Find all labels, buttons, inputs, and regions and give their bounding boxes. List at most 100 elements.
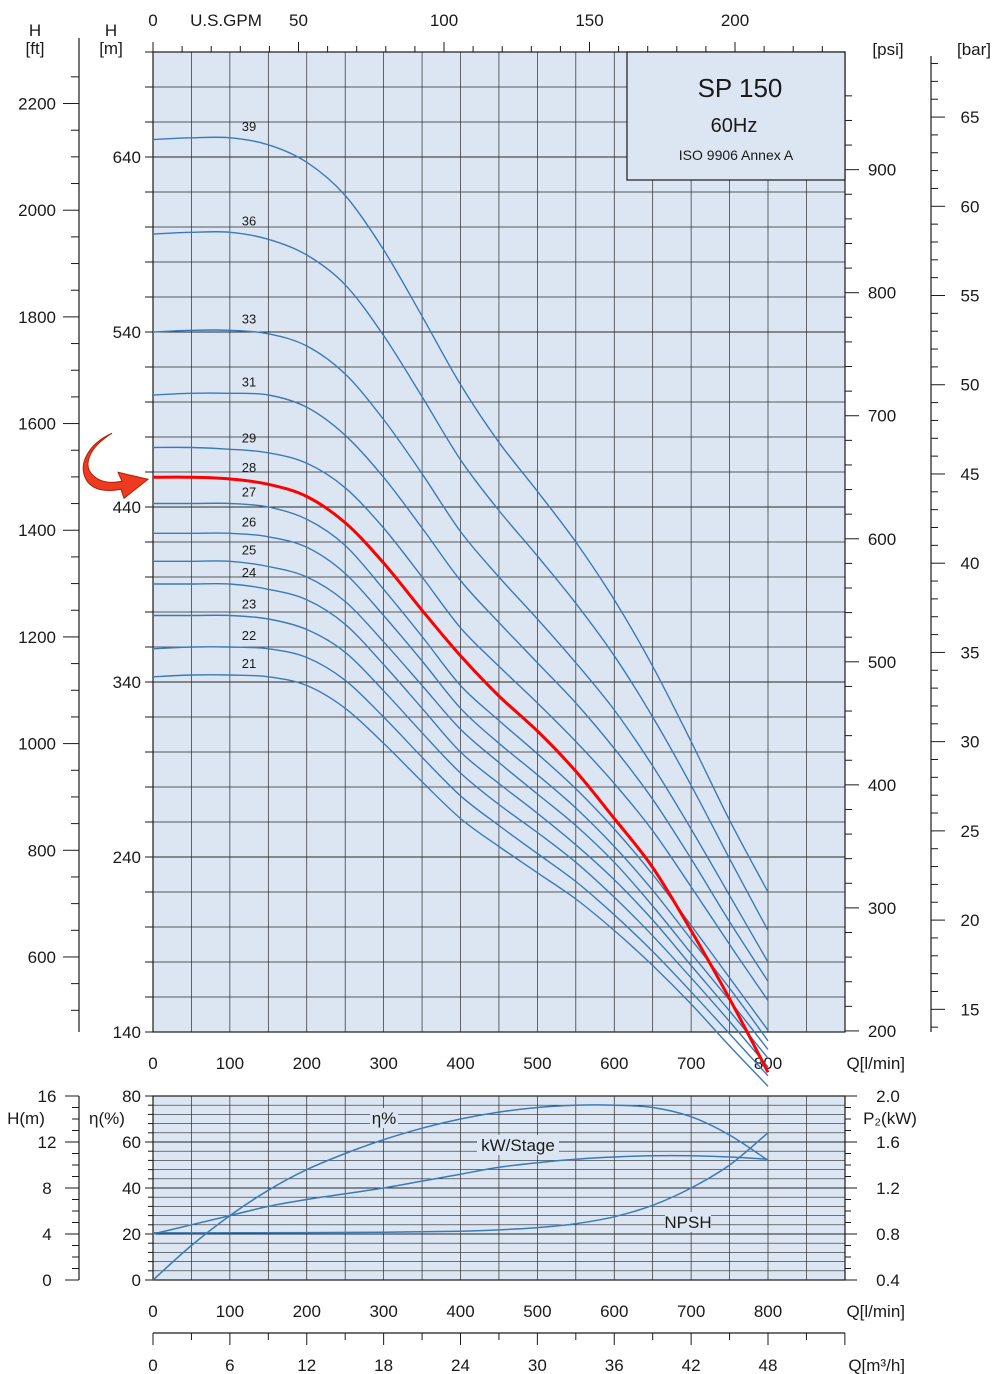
ft-tick-label: 1800 <box>18 308 56 327</box>
lower-curve-NPSH <box>152 1132 769 1234</box>
p2-tick-label: 0.8 <box>876 1225 900 1244</box>
psi-tick-label: 200 <box>868 1022 896 1041</box>
m3h-tick-label: 42 <box>682 1356 701 1374</box>
x-tick-label: 100 <box>216 1054 244 1073</box>
lower-x-tick-label: 400 <box>446 1302 474 1321</box>
stage-label-25: 25 <box>242 542 256 557</box>
ft-tick-label: 1200 <box>18 628 56 647</box>
ft-axis-unit: [ft] <box>26 39 45 58</box>
m-tick-label: 640 <box>113 148 141 167</box>
hm-tick-label: 16 <box>38 1087 57 1106</box>
m-tick-label: 240 <box>113 848 141 867</box>
bar-tick-label: 35 <box>961 643 980 662</box>
m3h-tick-label: 6 <box>225 1356 234 1374</box>
lower-x-tick-label: 0 <box>148 1302 157 1321</box>
hm-tick-label: 12 <box>38 1133 57 1152</box>
curve-stage-21 <box>152 674 769 1087</box>
gpm-tick-label: 200 <box>721 11 749 30</box>
psi-tick-label: 300 <box>868 899 896 918</box>
psi-axis-label: [psi] <box>872 40 903 59</box>
curve-stage-22 <box>152 646 769 1077</box>
hm-tick-label: 0 <box>42 1271 51 1290</box>
curve-stage-24 <box>153 582 769 1059</box>
ft-tick-label: 800 <box>28 841 56 860</box>
gpm-tick-label: 100 <box>430 11 458 30</box>
stage-label-31: 31 <box>242 374 256 389</box>
gpm-axis-label: U.S.GPM <box>190 11 262 30</box>
ft-tick-label: 600 <box>28 948 56 967</box>
stage-label-36: 36 <box>242 213 256 228</box>
eta-tick-label: 80 <box>122 1087 141 1106</box>
lower-curve-label: kW/Stage <box>481 1136 555 1155</box>
lower-x-axis-label: Q[l/min] <box>846 1302 905 1321</box>
ft-tick-label: 1400 <box>18 521 56 540</box>
lower-curve-kWStage <box>152 1154 769 1235</box>
bar-tick-label: 55 <box>961 287 980 306</box>
ft-tick-label: 2200 <box>18 95 56 114</box>
bar-tick-label: 60 <box>961 197 980 216</box>
curve-stage-39 <box>152 136 769 893</box>
stage-label-28: 28 <box>242 460 256 475</box>
stage-label-29: 29 <box>242 430 256 445</box>
curve-stage-26 <box>152 532 769 1042</box>
x-tick-label: 500 <box>523 1054 551 1073</box>
x-tick-label: 700 <box>677 1054 705 1073</box>
eta-tick-label: 60 <box>122 1133 141 1152</box>
chart-standard: ISO 9906 Annex A <box>679 147 794 163</box>
hm-tick-label: 8 <box>42 1179 51 1198</box>
psi-tick-label: 500 <box>868 653 896 672</box>
m3h-tick-label: 0 <box>148 1356 157 1374</box>
lower-label-bg <box>370 1108 398 1128</box>
curve-stage-36 <box>152 230 769 931</box>
lower-x-tick-label: 700 <box>677 1302 705 1321</box>
lower-label-bg <box>477 1135 559 1155</box>
m3h-tick-label: 12 <box>297 1356 316 1374</box>
ft-tick-label: 1000 <box>18 735 56 754</box>
hm-axis-label: H(m) <box>7 1109 45 1128</box>
p2-tick-label: 1.6 <box>876 1133 900 1152</box>
psi-tick-label: 700 <box>868 407 896 426</box>
gpm-tick-label: 50 <box>289 11 308 30</box>
m3h-tick-label: 30 <box>528 1356 547 1374</box>
ft-axis-title: H <box>29 21 41 40</box>
lower-x-tick-label: 200 <box>293 1302 321 1321</box>
bar-tick-label: 25 <box>961 822 980 841</box>
bar-tick-label: 45 <box>961 465 980 484</box>
m3h-tick-label: 48 <box>759 1356 778 1374</box>
p2-tick-label: 1.2 <box>876 1179 900 1198</box>
bar-tick-label: 40 <box>961 554 980 573</box>
bar-tick-label: 20 <box>961 911 980 930</box>
lower-x-tick-label: 600 <box>600 1302 628 1321</box>
gpm-tick-label: 150 <box>575 11 603 30</box>
m-axis-unit: [m] <box>99 39 123 58</box>
psi-tick-label: 900 <box>868 161 896 180</box>
eta-tick-label: 40 <box>122 1179 141 1198</box>
curve-stage-33 <box>152 329 769 963</box>
curve-stage-23 <box>153 614 769 1068</box>
stage-label-39: 39 <box>242 119 256 134</box>
lower-curve- <box>152 1104 769 1281</box>
chart-frequency: 60Hz <box>711 115 758 137</box>
ft-tick-label: 1600 <box>18 415 56 434</box>
m-axis-title: H <box>105 21 117 40</box>
curve-stage-25 <box>153 560 769 1050</box>
p2-tick-label: 0.4 <box>876 1271 900 1290</box>
x-tick-label: 200 <box>293 1054 321 1073</box>
psi-tick-label: 400 <box>868 776 896 795</box>
x-tick-label: 300 <box>369 1054 397 1073</box>
bar-axis-label: [bar] <box>957 40 991 59</box>
x-tick-label: 0 <box>148 1054 157 1073</box>
m-tick-label: 140 <box>113 1023 141 1042</box>
lower-x-tick-label: 800 <box>754 1302 782 1321</box>
stage-label-24: 24 <box>242 565 256 580</box>
m-tick-label: 340 <box>113 673 141 692</box>
eta-axis-label: η(%) <box>89 1109 125 1128</box>
stage-label-23: 23 <box>242 597 256 612</box>
chart-title: SP 150 <box>698 73 783 103</box>
bar-tick-label: 30 <box>961 733 980 752</box>
m3h-tick-label: 18 <box>374 1356 393 1374</box>
curve-stage-31 <box>152 392 769 982</box>
lower-curve-label: η% <box>372 1109 397 1128</box>
